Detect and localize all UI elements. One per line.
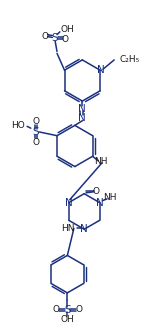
Text: S: S bbox=[32, 127, 39, 137]
Text: O: O bbox=[93, 187, 100, 196]
Text: N: N bbox=[65, 198, 73, 208]
Text: O: O bbox=[41, 32, 48, 41]
Text: O: O bbox=[32, 138, 39, 147]
Text: O: O bbox=[53, 305, 60, 314]
Text: O: O bbox=[62, 35, 69, 44]
Text: S: S bbox=[52, 34, 59, 43]
Text: N: N bbox=[78, 113, 86, 123]
Text: NH: NH bbox=[103, 194, 117, 203]
Text: N: N bbox=[78, 104, 86, 114]
Text: S: S bbox=[64, 305, 71, 315]
Text: N: N bbox=[80, 224, 88, 234]
Text: HO: HO bbox=[12, 121, 25, 130]
Text: C₂H₅: C₂H₅ bbox=[120, 55, 140, 64]
Text: O: O bbox=[32, 117, 39, 126]
Text: OH: OH bbox=[60, 314, 74, 324]
Text: O: O bbox=[75, 305, 82, 314]
Text: HN: HN bbox=[61, 224, 75, 233]
Text: NH: NH bbox=[94, 157, 108, 166]
Text: OH: OH bbox=[61, 26, 75, 35]
Text: N: N bbox=[96, 198, 104, 208]
Text: N: N bbox=[97, 65, 105, 75]
